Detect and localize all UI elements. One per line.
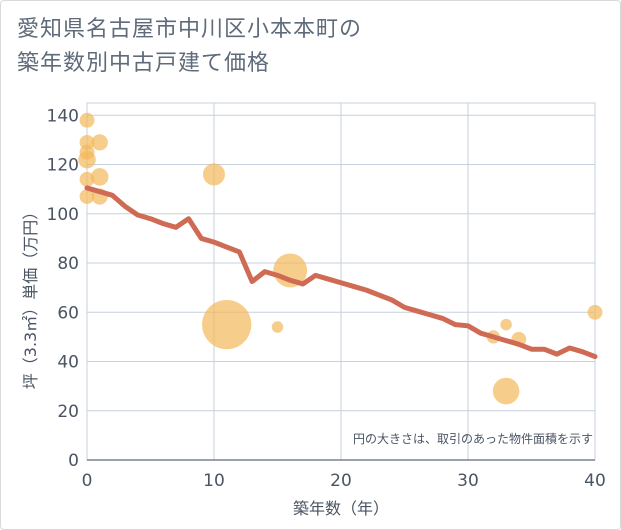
y-tick-label-4: 80 xyxy=(57,254,79,274)
y-tick-label-7: 140 xyxy=(47,106,79,126)
bubble-15 xyxy=(492,377,520,405)
y-tick-label-2: 40 xyxy=(57,353,79,373)
trend-line xyxy=(84,185,598,360)
bubble-11 xyxy=(271,321,284,333)
bubble-3 xyxy=(78,150,96,169)
bubble-size-note: 円の大きさは、取引のあった物件面積を示す xyxy=(353,431,593,446)
y-tick-label-1: 20 xyxy=(57,402,79,422)
x-tick-label-1: 10 xyxy=(203,471,225,491)
bubble-6 xyxy=(91,134,108,151)
x-tick-label-2: 20 xyxy=(330,471,352,491)
x-tick-label-3: 30 xyxy=(457,471,479,491)
y-tick-label-6: 120 xyxy=(47,156,79,176)
bubble-17 xyxy=(587,304,603,320)
chart-title-line2: 築年数別中古戸建て価格 xyxy=(17,51,271,76)
tick-labels: 0 20 40 60 80 100 120 140 0 10 20 30 40 xyxy=(47,106,606,491)
bubble-14 xyxy=(500,318,512,331)
x-axis-label: 築年数（年） xyxy=(293,499,389,518)
bubble-5 xyxy=(79,189,95,204)
x-tick-label-4: 40 xyxy=(584,471,606,491)
trend-layer xyxy=(84,185,598,360)
bubble-4 xyxy=(79,171,95,187)
bubble-10 xyxy=(202,299,252,350)
y-axis-label: 坪（3.3㎡）単価（万円） xyxy=(21,204,40,389)
y-tick-label-0: 0 xyxy=(68,451,79,471)
grid xyxy=(86,102,596,461)
chart-title-line1: 愛知県名古屋市中川区小本本町の xyxy=(17,17,363,42)
bubble-0 xyxy=(79,112,95,128)
bubble-7 xyxy=(90,168,109,186)
x-tick-label-0: 0 xyxy=(82,471,93,491)
bubble-layer xyxy=(78,112,603,405)
y-tick-label-3: 60 xyxy=(57,303,79,323)
y-tick-label-5: 100 xyxy=(47,205,79,225)
bubble-9 xyxy=(202,163,226,186)
chart-title: 愛知県名古屋市中川区小本本町の 築年数別中古戸建て価格 xyxy=(17,13,362,81)
